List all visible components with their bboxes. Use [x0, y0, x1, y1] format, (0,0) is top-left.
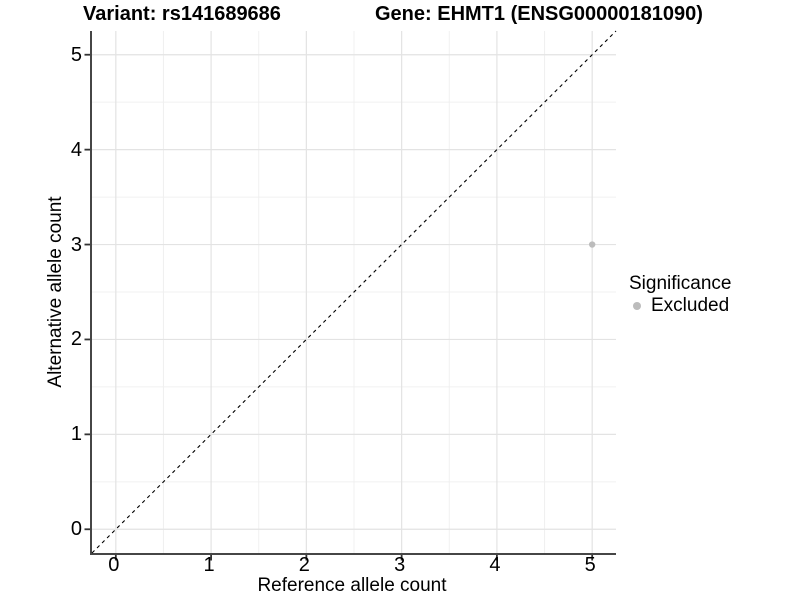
plot-title-variant: Variant: rs141689686 — [83, 3, 281, 25]
x-tick-label: 5 — [584, 554, 596, 576]
x-tick-label: 3 — [394, 554, 406, 576]
legend-title: Significance — [629, 273, 732, 294]
legend: Significance Excluded — [629, 273, 731, 316]
y-tick-label: 3 — [70, 233, 82, 256]
identity-dashed-line — [91, 30, 617, 554]
x-tick-label: 1 — [203, 554, 215, 576]
y-tick-label: 5 — [70, 43, 82, 66]
plot-panel — [84, 30, 617, 561]
x-axis-title: Reference allele count — [257, 575, 447, 596]
x-tick-label: 4 — [489, 554, 501, 576]
data-point — [588, 241, 596, 248]
y-tick-label: 2 — [70, 328, 82, 351]
y-tick-label: 4 — [70, 138, 82, 161]
excluded-marker-icon — [633, 301, 641, 310]
plot-canvas — [84, 30, 617, 561]
x-tick-label: 2 — [298, 554, 310, 576]
legend-entry-label: Excluded — [651, 294, 730, 316]
y-tick-label: 1 — [70, 423, 82, 446]
legend-entry-excluded: Excluded — [629, 295, 731, 316]
y-axis-title: Alternative allele count — [45, 196, 66, 388]
plot-title-gene: Gene: EHMT1 (ENSG00000181090) — [375, 3, 703, 25]
y-tick-label: 0 — [70, 518, 82, 541]
x-tick-label: 0 — [108, 554, 120, 576]
